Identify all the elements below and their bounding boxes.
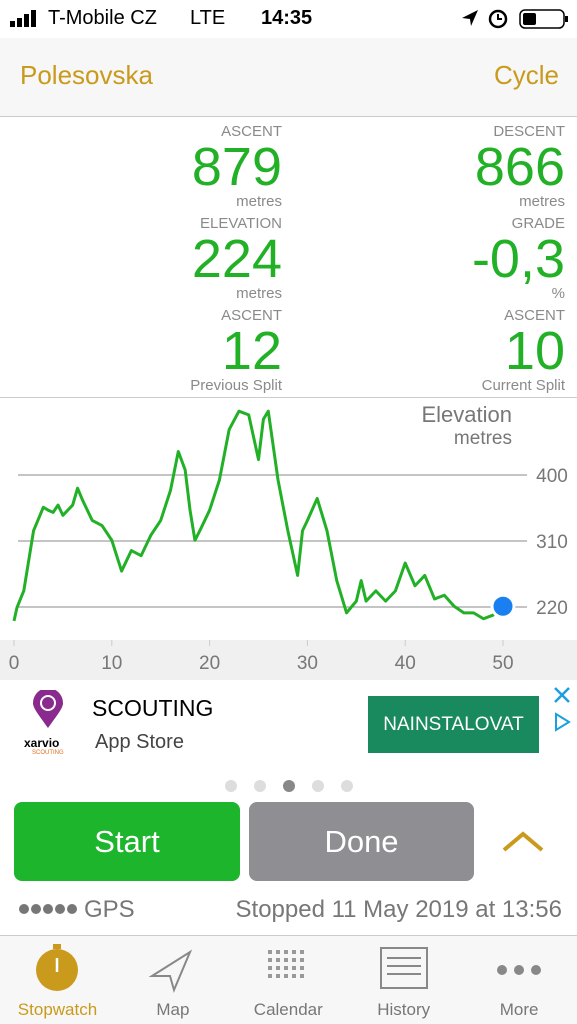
route-name[interactable]: Polesovska <box>20 60 153 90</box>
stat-value: 879 <box>191 137 282 197</box>
stat-label: GRADE <box>511 215 565 232</box>
current-position <box>490 593 516 619</box>
x-tick-label: 50 <box>492 653 513 674</box>
status-icons <box>462 9 568 29</box>
x-tick-label: 30 <box>297 653 318 674</box>
y-tick-label: 310 <box>536 532 568 553</box>
x-tick-label: 20 <box>199 653 220 674</box>
ad-store: App Store <box>95 731 184 753</box>
network: LTE <box>190 7 226 29</box>
expand-button[interactable] <box>500 828 546 854</box>
stat-unit: metres <box>236 285 282 302</box>
elevation-line <box>12 409 505 622</box>
stat-unit: Previous Split <box>190 377 282 394</box>
activity-type[interactable]: Cycle <box>493 60 559 90</box>
chart-subtitle: metres <box>454 428 512 449</box>
tab-label[interactable]: Map <box>156 1000 190 1019</box>
tab-bar <box>0 935 577 1024</box>
chart-title: Elevation <box>421 402 512 427</box>
stat-label: ASCENT <box>221 123 282 140</box>
stat-value: -0,3 <box>471 229 565 289</box>
tab-label[interactable]: More <box>499 1000 539 1019</box>
y-tick-label: 220 <box>536 598 568 619</box>
clock: 14:35 <box>261 7 313 29</box>
divider <box>0 397 577 398</box>
x-tick-label: 10 <box>101 653 122 674</box>
stat-value: 12 <box>221 321 282 381</box>
ad-brand: xarvio <box>24 736 60 750</box>
carrier: T-Mobile CZ <box>48 7 157 29</box>
stat-label: ASCENT <box>504 307 565 324</box>
tab-label[interactable]: Stopwatch <box>17 1000 98 1019</box>
ad-title: SCOUTING <box>92 695 214 721</box>
stat-unit: metres <box>236 193 282 210</box>
ad-close[interactable] <box>551 686 573 734</box>
stat-unit: Current Split <box>481 377 565 394</box>
stat-value: 866 <box>474 137 565 197</box>
x-axis-band <box>0 640 577 680</box>
tab-icons <box>36 944 541 994</box>
done-button[interactable]: Done <box>249 802 474 881</box>
signal-icon <box>10 10 36 27</box>
tab-label[interactable]: History <box>377 1000 431 1019</box>
stat-value: 10 <box>504 321 565 381</box>
ad-brand-sub: SCOUTING <box>32 750 64 756</box>
x-tick-label: 40 <box>395 653 416 674</box>
gps-label: GPS <box>84 896 135 923</box>
start-button[interactable]: Start <box>14 802 240 881</box>
stat-label: ELEVATION <box>200 215 282 232</box>
ad-logo <box>33 690 63 728</box>
elevation-chart: Elevation metres 220 310 400 0 10 20 30 40 50 <box>0 402 577 680</box>
stat-label: ASCENT <box>221 307 282 324</box>
stat-value: 224 <box>191 229 282 289</box>
stat-unit: metres <box>519 193 565 210</box>
stat-label: DESCENT <box>493 123 565 140</box>
status-text: Stopped 11 May 2019 at 13:56 <box>235 896 562 923</box>
gps-dots <box>19 904 77 914</box>
page-dots <box>225 780 353 792</box>
tab-label[interactable]: Calendar <box>253 1000 323 1019</box>
ad-install-button[interactable]: NAINSTALOVAT <box>368 696 539 753</box>
nav-bar <box>0 38 577 117</box>
x-tick-label: 0 <box>9 653 20 674</box>
stat-unit: % <box>551 285 565 302</box>
y-tick-label: 400 <box>536 466 568 487</box>
